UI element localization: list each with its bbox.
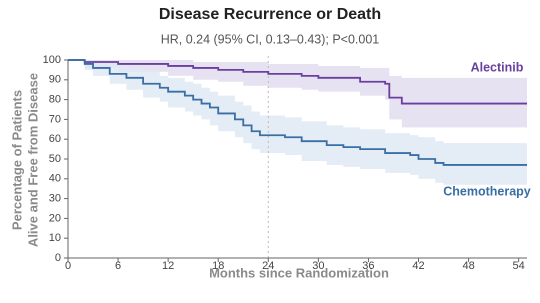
x-tick-label: 48 xyxy=(462,260,474,272)
x-tick-label: 6 xyxy=(115,260,121,272)
y-tick-label: 70 xyxy=(49,113,61,125)
x-tick-label: 30 xyxy=(312,260,324,272)
x-tick-label: 36 xyxy=(362,260,374,272)
y-tick-label: 100 xyxy=(43,54,61,66)
y-tick-label: 20 xyxy=(49,212,61,224)
x-tick-label: 18 xyxy=(212,260,224,272)
y-tick-label: 0 xyxy=(55,252,61,264)
confidence-band xyxy=(68,60,527,128)
chart-subtitle: HR, 0.24 (95% CI, 0.13–0.43); P<0.001 xyxy=(161,32,380,46)
series-label: Alectinib xyxy=(471,60,524,74)
y-axis-label: Percentage of Patients xyxy=(9,90,24,230)
x-tick-label: 0 xyxy=(65,260,71,272)
survival-curve xyxy=(68,59,527,105)
x-tick-label: 12 xyxy=(162,260,174,272)
x-axis-label: Months since Randomization xyxy=(209,265,389,280)
x-tick-label: 24 xyxy=(262,260,274,272)
y-tick-label: 50 xyxy=(49,153,61,165)
y-tick-label: 30 xyxy=(49,193,61,205)
series-label: Chemotherapy xyxy=(443,184,531,198)
x-tick-label: 42 xyxy=(412,260,424,272)
y-axis-label: Alive and Free from Disease xyxy=(25,73,40,247)
y-tick-label: 60 xyxy=(49,133,61,145)
y-tick-label: 10 xyxy=(49,232,61,244)
x-tick-label: 54 xyxy=(513,260,525,272)
survival-curve xyxy=(68,59,527,166)
y-tick-label: 80 xyxy=(49,94,61,106)
chart-title: Disease Recurrence or Death xyxy=(159,6,381,23)
y-tick-label: 40 xyxy=(49,173,61,185)
y-tick-label: 90 xyxy=(49,74,61,86)
